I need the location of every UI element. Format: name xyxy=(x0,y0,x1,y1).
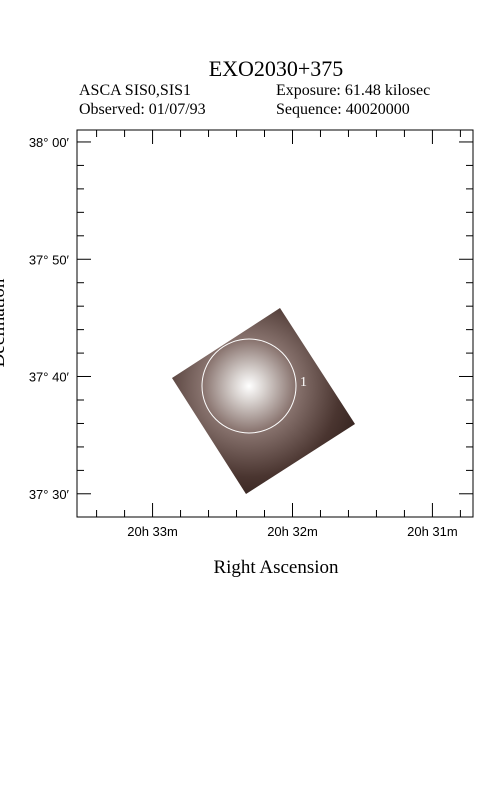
source-region xyxy=(201,338,297,434)
region-label: 1 xyxy=(300,375,307,390)
x-tick-label: 20h 31m xyxy=(407,524,458,539)
exposure: Exposure: 61.48 kilosec xyxy=(276,82,430,99)
y-tick-label: 37° 50′ xyxy=(29,252,70,267)
y-axis-label: Declination xyxy=(0,278,9,367)
x-tick-label: 20h 32m xyxy=(267,524,318,539)
chart-title: EXO2030+375 xyxy=(209,56,344,81)
plot-frame xyxy=(76,129,474,518)
instrument: ASCA SIS0,SIS1 xyxy=(79,82,191,99)
image xyxy=(172,308,355,494)
x-axis-label: Right Ascension xyxy=(213,557,339,578)
sequence: Sequence: 40020000 xyxy=(276,101,410,118)
observed: Observed: 01/07/93 xyxy=(79,101,206,118)
y-tick-label: 37° 30′ xyxy=(29,487,70,502)
x-tick-label: 20h 33m xyxy=(127,524,178,539)
y-tick-label: 37° 40′ xyxy=(29,369,70,384)
y-tick-label: 38° 00′ xyxy=(29,135,70,150)
